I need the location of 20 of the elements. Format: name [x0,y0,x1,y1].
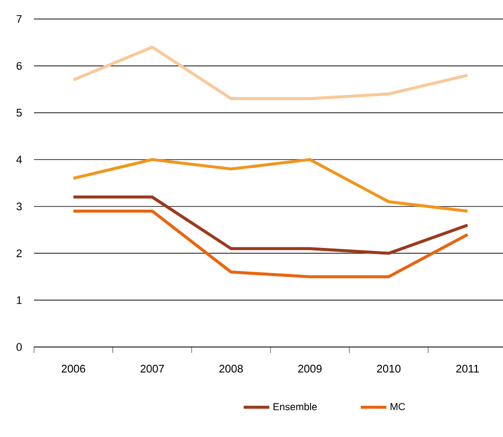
line-series [72,210,470,278]
legend-label: Ensemble [274,402,317,410]
x-tick-label: 2010 [377,364,400,373]
y-tick-label: 7 [16,15,22,23]
y-tick-label: 5 [16,108,22,117]
y-tick-label: 6 [16,62,22,70]
line-series [72,196,470,255]
line-series [72,158,470,213]
x-tick-label: 2009 [298,364,322,373]
x-tick-label: 2008 [219,364,243,373]
x-tick-label: 2007 [140,364,164,373]
y-tick-label: 2 [16,249,22,258]
y-tick-label: 1 [16,296,22,304]
x-tick-label: 2006 [62,364,86,373]
y-tick-label: 4 [16,156,22,164]
y-tick-label: 3 [16,202,22,210]
line-series [72,46,470,100]
legend-label: MC [390,403,406,410]
x-tick-label: 2011 [456,364,479,373]
y-tick-label: 0 [16,343,22,351]
